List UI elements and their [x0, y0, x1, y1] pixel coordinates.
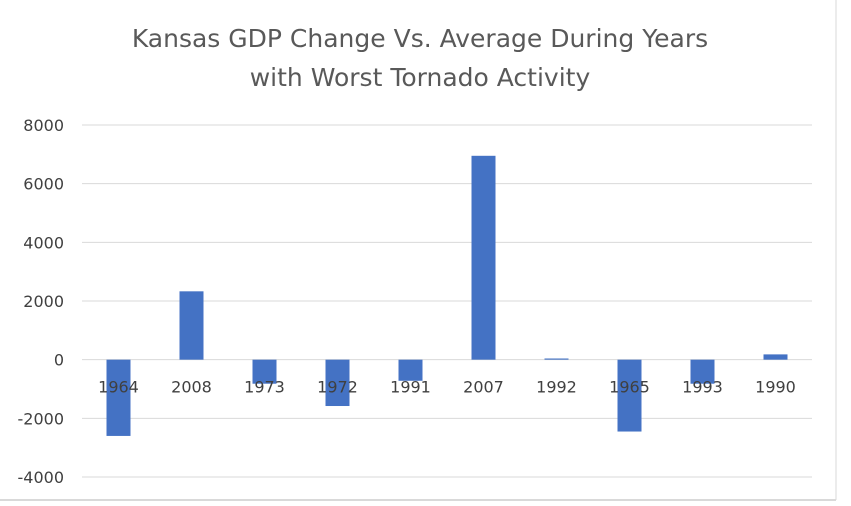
bars — [106, 155, 788, 436]
gridlines — [82, 124, 812, 478]
y-tick-label: 2000 — [23, 292, 64, 311]
x-tick-label: 1964 — [98, 378, 139, 397]
x-tick-label: 1993 — [682, 378, 723, 397]
x-tick-label: 1990 — [755, 378, 796, 397]
y-tick-label: -2000 — [18, 409, 65, 428]
bar-1993 — [690, 359, 715, 384]
chart-title-line-1: Kansas GDP Change Vs. Average During Yea… — [132, 24, 708, 53]
chart-title-line-2: with Worst Tornado Activity — [250, 63, 591, 92]
x-tick-label: 1965 — [609, 378, 650, 397]
x-tick-label: 1992 — [536, 378, 577, 397]
x-tick-label: 2008 — [171, 378, 212, 397]
x-axis-tick-labels: 1964 2008 1973 1972 1991 2007 1992 1965 1993 1990 — [98, 378, 796, 397]
chart-title: Kansas GDP Change Vs. Average During Yea… — [132, 24, 708, 92]
bar-1990 — [763, 354, 788, 360]
bar-1991 — [398, 359, 423, 381]
y-tick-label: 8000 — [23, 116, 64, 135]
y-axis-tick-labels: -4000 -2000 0 2000 4000 6000 8000 — [18, 116, 65, 487]
y-tick-label: -4000 — [18, 468, 65, 487]
x-tick-label: 1991 — [390, 378, 431, 397]
bar-2007 — [471, 155, 496, 360]
bar-1972 — [325, 359, 350, 407]
bar-1992 — [544, 358, 569, 360]
bar-1964 — [106, 359, 131, 436]
y-tick-label: 0 — [54, 351, 64, 370]
bar-2008 — [179, 291, 204, 360]
sheet-border — [0, 0, 837, 501]
y-tick-label: 6000 — [23, 175, 64, 194]
bar-1973 — [252, 359, 277, 384]
x-tick-label: 1973 — [244, 378, 285, 397]
y-tick-label: 4000 — [23, 233, 64, 252]
x-tick-label: 1972 — [317, 378, 358, 397]
bar-1965 — [617, 359, 642, 432]
x-tick-label: 2007 — [463, 378, 504, 397]
